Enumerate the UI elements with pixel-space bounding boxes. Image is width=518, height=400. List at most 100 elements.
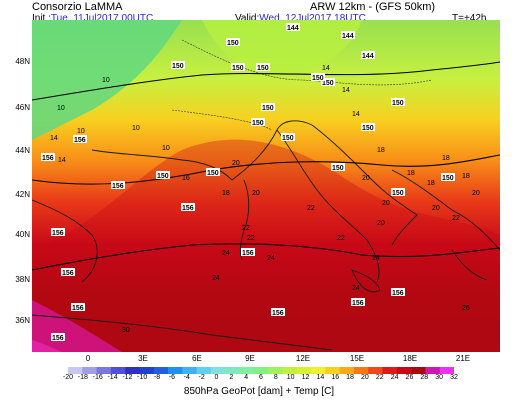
geopotential-label-box [241,248,255,256]
colorbar-swatch [125,367,140,374]
colorbar-swatch [396,367,412,374]
geopotential-label-text: 156 [74,137,86,144]
geopotential-label: 150 [441,173,455,182]
coast-italy-east [311,124,418,246]
geopotential-label-box [391,288,405,296]
model-title: ARW 12km - (GFS 50km) [310,1,436,13]
colorbar-swatch [282,367,298,374]
coast-corsica-sardinia [239,179,250,261]
geopotential-label-text: 144 [362,53,374,60]
isohypse-156 [32,243,500,271]
geopotential-label-box [251,118,265,126]
geopotential-label-box [256,63,270,71]
geopotential-label-text: 156 [52,335,64,342]
geopotential-label-text: 156 [62,270,74,277]
cool-airmass-alps [202,20,362,76]
temperature-label: 24 [267,255,275,262]
geopotential-label-text: 156 [392,290,404,297]
colorbar-tick-label: 14 [316,374,325,381]
temperature-label: 14 [322,65,330,72]
geopotential-label-box [51,228,65,236]
border-alps [181,39,433,86]
geopotential-label: 150 [321,78,335,87]
temperature-labels: 10 10 10 10 10 14 14 14 14 14 16 18 18 18 18 18 18 20 20 20… [50,65,480,334]
coast-north-africa [32,314,333,351]
init-time-label: Init.: [32,13,51,24]
colorbar-swatch [425,367,441,374]
geopotential-label-text: 150 [257,65,269,72]
temperature-label: 18 [407,170,415,177]
temperature-label: 24 [222,250,230,257]
geopotential-label-box [361,51,375,59]
colorbar-tick-label: 32 [450,374,458,381]
colorbar-tick-label: 30 [435,374,444,381]
geopotential-label-box [341,31,355,39]
lon-label-15e: 15E [349,354,365,363]
geopotential-label-text: 144 [287,25,299,32]
colorbar-swatch [311,367,326,374]
temperature-label: 10 [102,77,110,84]
temperature-label: 24 [212,275,220,282]
colorbar-swatch [110,367,126,374]
colorbar-swatch [325,367,341,374]
colorbar-tick-label: 28 [420,374,429,381]
colorbar-swatch [353,367,369,374]
geopotential-label-box [351,298,365,306]
colorbar-swatch [268,367,283,374]
geopotential-label-text: 156 [72,305,84,312]
temperature-label: 14 [58,157,66,164]
colorbar-swatch [139,367,155,374]
colorbar-tick-label: -10 [137,374,148,381]
lon-label-9e: 9E [245,354,255,363]
geopotential-label-text: 156 [112,183,124,190]
geopotential-label: 150 [391,98,405,107]
temperature-label: 20 [382,200,390,207]
temperature-label: 26 [462,305,470,312]
lon-label-0: 0 [85,354,91,363]
geopotential-label: 150 [331,163,345,172]
temperature-label: 14 [50,135,58,142]
geopotential-label-box [311,73,325,81]
geopotential-label: 150 [256,63,270,72]
coast-iberia [32,199,98,283]
temperature-label: 10 [57,105,65,112]
colorbar-swatch [182,367,198,374]
colorbar-swatch [296,367,312,374]
lat-label-40n: 40N [15,230,30,239]
geopotential-label-box [286,23,300,31]
geopotential-label-text: 150 [442,175,454,182]
lat-label-42n: 42N [15,190,30,199]
geopotential-label-text: 156 [52,230,64,237]
geopotential-label-box [206,168,220,176]
geopotential-label: 150 [231,63,245,72]
geopotential-label: 144 [341,31,355,40]
geopotential-label-box [321,78,335,86]
geopotential-label: 144 [361,51,375,60]
geopotential-label-box [441,173,455,181]
temperature-label: 20 [252,190,260,197]
colorbar-swatch [253,367,269,374]
geopotential-label-box [261,103,275,111]
coastlines [32,120,500,351]
geopotential-label: 150 [251,118,265,127]
geopotential-label: 150 [171,61,185,70]
colorbar-tick-label: 26 [405,374,414,381]
colorbar-tick-label: 18 [346,374,354,381]
temperature-label: 22 [247,235,255,242]
coast-italy-west [276,129,380,283]
isohypse-150-north [32,61,500,101]
geopotential-label-box [361,123,375,131]
geopotential-label: 144 [286,23,300,32]
temperature-label: 18 [442,155,450,162]
geopotential-label-text: 150 [282,135,294,142]
colorbar-swatch [239,367,255,374]
temperature-label: 10 [132,125,140,132]
colorbar-tick-label: 2 [229,374,234,381]
lon-label-21e: 21E [455,354,471,363]
geopotential-label-text: 150 [392,100,404,107]
lon-label-3e: 3E [138,354,148,363]
colorbar-tick-label: -14 [107,374,118,381]
colorbar-swatch [68,367,83,374]
temperature-label: 20 [362,175,370,182]
colorbar-tick-label: -16 [92,374,103,381]
